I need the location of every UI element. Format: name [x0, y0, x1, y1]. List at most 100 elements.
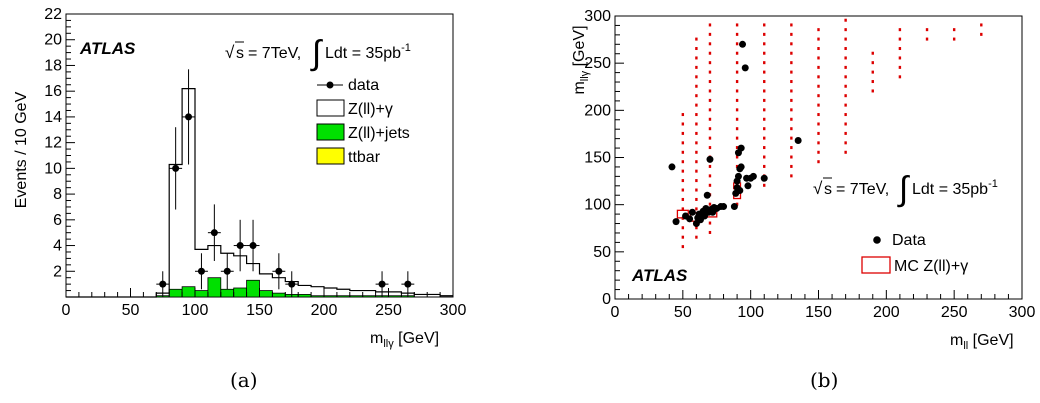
- mc-cell-9: [898, 37, 902, 41]
- mc-cell-3: [735, 98, 739, 102]
- mc-cell-0: [681, 207, 685, 211]
- mc-cell-1: [695, 65, 698, 69]
- mc-cell-0: [681, 150, 685, 154]
- mc-cell-5: [790, 42, 793, 46]
- x-tick-label-200: 200: [873, 304, 900, 321]
- panel-b-scatter: 0 50 100 150 200 250 300 0 50 100 150 200 250 300 mll …: [571, 8, 1035, 352]
- mc-cell-7: [844, 113, 847, 117]
- data-point-0: [159, 280, 167, 288]
- mc-cell-2: [708, 89, 712, 93]
- caption-a: (a): [230, 368, 258, 392]
- mc-cell-6: [817, 47, 820, 51]
- mc-cell-4: [763, 80, 766, 84]
- bar-zlljets-16: [271, 292, 286, 298]
- energy-label: = 7TeV,: [248, 45, 301, 62]
- scatter-point-32: [741, 64, 749, 72]
- mc-cell-5: [790, 61, 793, 65]
- mc-cell-1: [695, 103, 698, 107]
- mc-cell-6: [817, 150, 820, 154]
- mc-cell-1: [695, 188, 698, 192]
- mc-cell-1: [695, 113, 698, 117]
- mc-cell-2: [708, 221, 712, 225]
- bar-zlljets-23: [362, 295, 377, 298]
- legend-marker: [873, 236, 881, 244]
- mc-cell-5: [790, 127, 793, 131]
- mc-cell-7: [844, 103, 847, 107]
- y-tick-label-14: 14: [44, 109, 62, 126]
- bar-zlljets-8: [168, 288, 183, 298]
- mc-cell-5: [790, 32, 793, 36]
- mc-cell-4: [763, 89, 766, 93]
- mc-cell-2: [708, 108, 712, 112]
- y-tick-label-150: 150: [584, 150, 611, 167]
- legend-swatch-3: [316, 147, 345, 165]
- x-tick-label-100: 100: [182, 302, 209, 319]
- mc-cell-5: [790, 174, 793, 178]
- mc-cell-3: [735, 127, 739, 131]
- mc-cell-2: [708, 230, 712, 234]
- mc-cell-10: [925, 37, 929, 41]
- mc-cell-4: [763, 127, 766, 131]
- mc-cell-4: [763, 108, 766, 112]
- x-tick-label-0: 0: [62, 302, 71, 319]
- mc-cell-5: [790, 164, 793, 168]
- y-axis-label: Events / 10 GeV: [13, 91, 30, 208]
- mc-cell-3: [735, 32, 739, 36]
- mc-cell-0: [681, 188, 685, 192]
- mc-cell-1: [695, 179, 698, 183]
- bar-zlljets-20: [323, 295, 338, 298]
- mc-cell-12: [980, 32, 983, 36]
- bar-zlljets-15: [259, 290, 273, 298]
- mc-cell-2: [708, 174, 712, 178]
- mc-cell-3: [735, 70, 739, 74]
- mc-cell-0: [681, 179, 685, 183]
- data-point-1: [172, 164, 180, 172]
- x-tick-label-100: 100: [737, 304, 764, 321]
- mc-cell-0: [681, 169, 685, 173]
- mc-cell-2: [708, 164, 712, 168]
- bar-zlljets-22: [349, 295, 364, 298]
- mc-cell-5: [790, 136, 793, 140]
- data-point-2: [185, 113, 193, 121]
- y-tick-label-10: 10: [44, 160, 62, 177]
- mc-cell-2: [708, 98, 712, 102]
- mc-cell-2: [708, 61, 712, 65]
- mc-cell-3: [735, 42, 739, 46]
- scatter-point-27: [736, 187, 744, 195]
- mc-cell-4: [763, 117, 766, 121]
- mc-cell-0: [681, 131, 685, 135]
- legend-label-3: ttbar: [348, 149, 381, 166]
- bar-zlljets-9: [181, 286, 196, 298]
- legend-swatch-mc: [861, 256, 891, 274]
- lumi-label: Ldt = 35pb-1: [325, 42, 411, 62]
- mc-cell-5: [790, 80, 793, 84]
- mc-cell-0: [681, 226, 685, 230]
- data-point-11: [404, 280, 412, 288]
- x-axis-label: mllγ [GeV]: [370, 330, 439, 350]
- scatter-point-25: [734, 172, 742, 180]
- mc-cell-2: [708, 146, 712, 150]
- scatter-point-0: [668, 163, 676, 171]
- scatter-point-36: [749, 172, 757, 180]
- scatter-point-34: [744, 182, 752, 190]
- mc-cell-8: [871, 70, 874, 74]
- mc-cell-6: [817, 160, 820, 164]
- mc-cell-6: [817, 113, 820, 117]
- mc-cell-0: [681, 113, 685, 117]
- mc-cell-2: [708, 117, 712, 121]
- y-tick-label-22: 22: [44, 6, 62, 23]
- mc-cell-5: [790, 89, 793, 93]
- legend-marker: [326, 81, 334, 89]
- energy-label: = 7TeV,: [836, 181, 889, 198]
- mc-cell-4: [763, 42, 766, 46]
- lumi-label: Ldt = 35pb-1: [912, 178, 998, 198]
- mc-cell-3: [735, 146, 739, 150]
- mc-cell-2: [708, 42, 712, 46]
- mc-cell-7: [844, 65, 847, 69]
- mc-cell-1: [695, 235, 698, 239]
- mc-cell-6: [817, 94, 820, 98]
- scatter-point-21: [730, 203, 738, 211]
- mc-cell-1: [695, 37, 698, 41]
- energy-s: s: [824, 181, 832, 198]
